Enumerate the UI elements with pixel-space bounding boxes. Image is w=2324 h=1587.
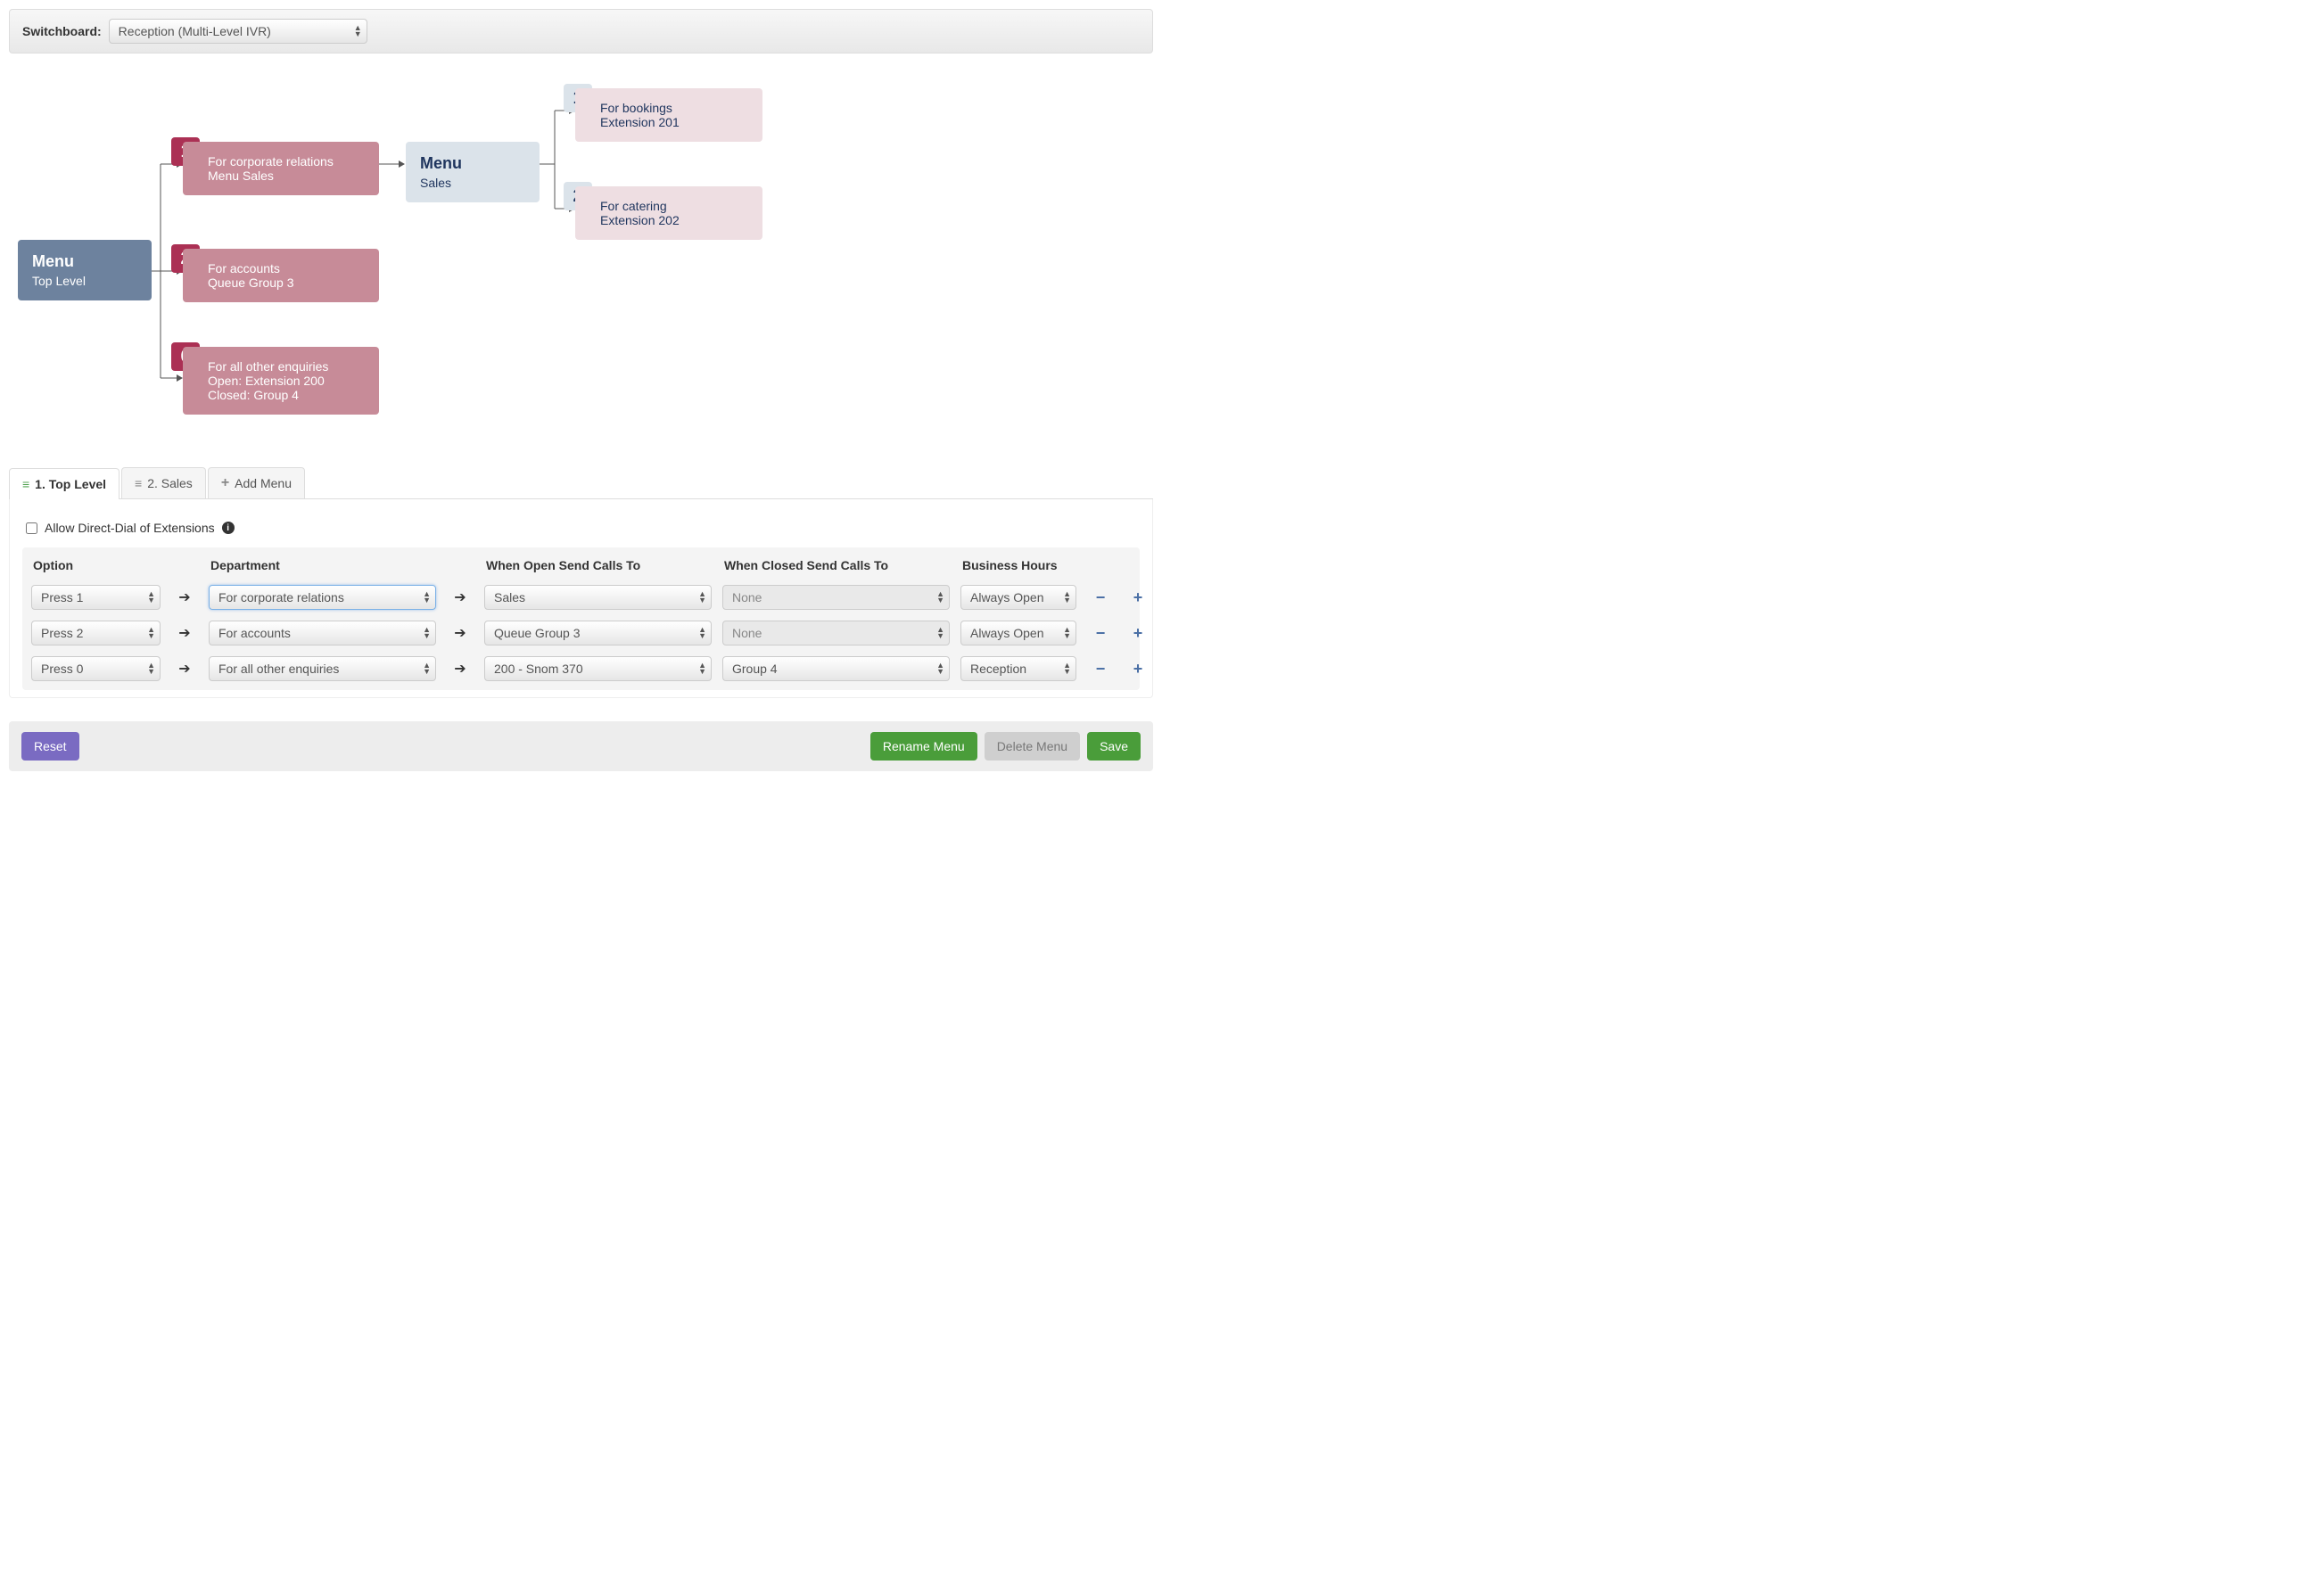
tab-top-level[interactable]: ≡ 1. Top Level (9, 468, 119, 499)
ivr-diagram: Menu Top Level 1 For corporate relations… (9, 75, 1153, 432)
submenu-node[interactable]: Menu Sales (406, 142, 540, 202)
remove-row-button[interactable]: − (1087, 660, 1114, 678)
department-select-wrap: For all other enquiries▲▼ (209, 656, 436, 681)
closed-select: None (722, 621, 950, 645)
department-select-wrap: For corporate relations▲▼ (209, 585, 436, 610)
sub-option-1-line1: For bookings (600, 101, 748, 115)
switchboard-bar: Switchboard: Reception (Multi-Level IVR)… (9, 9, 1153, 53)
department-select[interactable]: For accounts (209, 621, 436, 645)
option-0-line2: Open: Extension 200 (208, 374, 365, 388)
arrow-right-icon: ➔ (171, 588, 198, 606)
submenu-title: Menu (420, 154, 525, 173)
options-table: Option Department When Open Send Calls T… (22, 547, 1140, 690)
option-select[interactable]: Press 0 (31, 656, 161, 681)
option-select-wrap: Press 1▲▼ (31, 585, 161, 610)
tab-sales-label: 2. Sales (147, 476, 193, 490)
sub-option-node-2[interactable]: For catering Extension 202 (575, 186, 762, 240)
delete-menu-button: Delete Menu (985, 732, 1080, 761)
plus-icon: + (221, 475, 229, 491)
remove-row-button[interactable]: − (1087, 588, 1114, 607)
closed-select: None (722, 585, 950, 610)
submenu-sub: Sales (420, 176, 525, 190)
footer-bar: Reset Rename Menu Delete Menu Save (9, 721, 1153, 771)
option-2-line2: Queue Group 3 (208, 275, 365, 290)
table-row: Press 2▲▼ ➔ For accounts▲▼ ➔ Queue Group 3▲▼… (31, 615, 1131, 651)
add-row-button[interactable]: + (1125, 624, 1151, 643)
hours-select-wrap: Reception▲▼ (960, 656, 1076, 681)
table-row: Press 1▲▼ ➔ For corporate relations▲▼ ➔ Sale… (31, 580, 1131, 615)
option-select[interactable]: Press 1 (31, 585, 161, 610)
open-select-wrap: 200 - Snom 370▲▼ (484, 656, 712, 681)
option-1-line1: For corporate relations (208, 154, 365, 169)
options-panel: Allow Direct-Dial of Extensions i Option… (9, 499, 1153, 698)
option-0-line1: For all other enquiries (208, 359, 365, 374)
hours-select-wrap: Always Open▲▼ (960, 585, 1076, 610)
header-hours: Business Hours (962, 558, 1078, 572)
arrow-right-icon: ➔ (171, 660, 198, 678)
open-select[interactable]: Sales (484, 585, 712, 610)
open-select-wrap: Sales▲▼ (484, 585, 712, 610)
department-select[interactable]: For all other enquiries (209, 656, 436, 681)
allow-direct-dial-label: Allow Direct-Dial of Extensions (45, 521, 215, 535)
allow-direct-dial-checkbox[interactable] (26, 522, 37, 534)
tab-row: ≡ 1. Top Level ≡ 2. Sales + Add Menu (9, 467, 1153, 499)
header-open: When Open Send Calls To (486, 558, 713, 572)
department-select-wrap: For accounts▲▼ (209, 621, 436, 645)
list-icon: ≡ (135, 476, 142, 490)
option-node-0[interactable]: For all other enquiries Open: Extension … (183, 347, 379, 415)
table-row: Press 0▲▼ ➔ For all other enquiries▲▼ ➔ 200 … (31, 651, 1131, 687)
tab-top-level-label: 1. Top Level (35, 477, 106, 491)
switchboard-label: Switchboard: (22, 24, 102, 38)
open-select[interactable]: 200 - Snom 370 (484, 656, 712, 681)
option-0-line3: Closed: Group 4 (208, 388, 365, 402)
option-select-wrap: Press 2▲▼ (31, 621, 161, 645)
save-button[interactable]: Save (1087, 732, 1141, 761)
hours-select-wrap: Always Open▲▼ (960, 621, 1076, 645)
info-icon[interactable]: i (222, 522, 235, 534)
rename-menu-button[interactable]: Rename Menu (870, 732, 977, 761)
list-icon: ≡ (22, 477, 29, 491)
header-department: Department (210, 558, 438, 572)
tab-add-menu-label: Add Menu (235, 476, 292, 490)
hours-select[interactable]: Always Open (960, 621, 1076, 645)
closed-select[interactable]: Group 4 (722, 656, 950, 681)
arrow-right-icon: ➔ (447, 660, 474, 678)
option-select-wrap: Press 0▲▼ (31, 656, 161, 681)
header-closed: When Closed Send Calls To (724, 558, 952, 572)
option-2-line1: For accounts (208, 261, 365, 275)
table-header-row: Option Department When Open Send Calls T… (31, 555, 1131, 580)
option-node-1[interactable]: For corporate relations Menu Sales (183, 142, 379, 195)
option-select[interactable]: Press 2 (31, 621, 161, 645)
closed-select-wrap: Group 4▲▼ (722, 656, 950, 681)
sub-option-2-line1: For catering (600, 199, 748, 213)
menu-root-node[interactable]: Menu Top Level (18, 240, 152, 300)
closed-select-wrap: None▲▼ (722, 585, 950, 610)
add-row-button[interactable]: + (1125, 660, 1151, 678)
sub-option-1-line2: Extension 201 (600, 115, 748, 129)
department-select[interactable]: For corporate relations (209, 585, 436, 610)
sub-option-2-line2: Extension 202 (600, 213, 748, 227)
arrow-right-icon: ➔ (447, 588, 474, 606)
switchboard-select[interactable]: Reception (Multi-Level IVR) (109, 19, 367, 44)
reset-button[interactable]: Reset (21, 732, 79, 761)
header-option: Option (33, 558, 162, 572)
menu-root-title: Menu (32, 252, 137, 271)
tab-add-menu[interactable]: + Add Menu (208, 467, 305, 498)
allow-direct-dial-row: Allow Direct-Dial of Extensions i (26, 521, 1140, 535)
arrow-right-icon: ➔ (447, 624, 474, 642)
arrow-right-icon: ➔ (171, 624, 198, 642)
switchboard-select-wrap: Reception (Multi-Level IVR) ▲▼ (109, 19, 367, 44)
remove-row-button[interactable]: − (1087, 624, 1114, 643)
menu-root-sub: Top Level (32, 274, 137, 288)
open-select-wrap: Queue Group 3▲▼ (484, 621, 712, 645)
sub-option-node-1[interactable]: For bookings Extension 201 (575, 88, 762, 142)
hours-select[interactable]: Always Open (960, 585, 1076, 610)
add-row-button[interactable]: + (1125, 588, 1151, 607)
open-select[interactable]: Queue Group 3 (484, 621, 712, 645)
hours-select[interactable]: Reception (960, 656, 1076, 681)
closed-select-wrap: None▲▼ (722, 621, 950, 645)
option-1-line2: Menu Sales (208, 169, 365, 183)
option-node-2[interactable]: For accounts Queue Group 3 (183, 249, 379, 302)
tab-sales[interactable]: ≡ 2. Sales (121, 467, 206, 498)
